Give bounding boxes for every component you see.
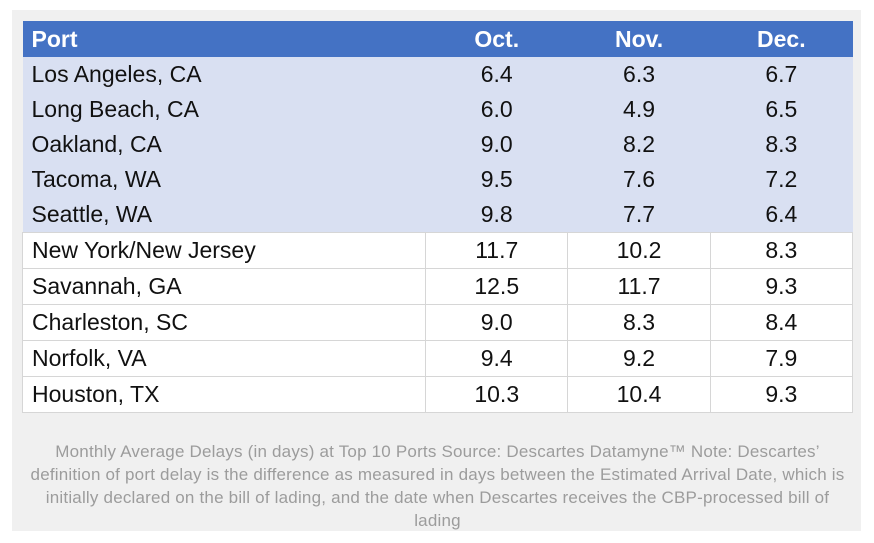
port-delays-table: Port Oct. Nov. Dec. Los Angeles, CA 6.4 6.… (21, 21, 854, 413)
delay-value-cell: 8.4 (709, 304, 854, 341)
port-name-cell: Savannah, GA (21, 268, 427, 305)
delay-value-cell: 9.3 (709, 268, 854, 305)
table-row: Norfolk, VA 9.4 9.2 7.9 (21, 340, 854, 377)
table-row: Tacoma, WA 9.5 7.6 7.2 (22, 162, 853, 197)
table-row: Long Beach, CA 6.0 4.9 6.5 (22, 92, 853, 127)
table-row: Houston, TX 10.3 10.4 9.3 (21, 376, 854, 413)
delay-value-cell: 6.4 (425, 57, 568, 92)
table-header: Port Oct. Nov. Dec. (22, 21, 853, 57)
delay-value-cell: 7.7 (567, 197, 711, 233)
port-name-cell: Long Beach, CA (22, 92, 426, 127)
header-row: Port Oct. Nov. Dec. (22, 21, 853, 57)
column-header-dec: Dec. (710, 21, 853, 57)
port-name-cell: Norfolk, VA (21, 340, 427, 377)
delay-value-cell: 8.3 (710, 127, 853, 162)
delay-value-cell: 9.8 (425, 197, 568, 233)
table-row: Savannah, GA 12.5 11.7 9.3 (21, 268, 854, 305)
delay-value-cell: 10.2 (567, 232, 711, 269)
delay-value-cell: 6.4 (710, 197, 853, 233)
port-name-cell: Houston, TX (21, 376, 427, 413)
port-name-cell: Seattle, WA (22, 197, 426, 233)
delay-value-cell: 6.3 (567, 57, 711, 92)
table-row: Seattle, WA 9.8 7.7 6.4 (22, 197, 853, 233)
table-row: New York/New Jersey 11.7 10.2 8.3 (21, 232, 854, 269)
delay-value-cell: 11.7 (567, 268, 711, 305)
delay-value-cell: 9.2 (567, 340, 711, 377)
column-header-nov: Nov. (567, 21, 711, 57)
port-name-cell: Tacoma, WA (22, 162, 426, 197)
delay-value-cell: 8.2 (567, 127, 711, 162)
table-card: Port Oct. Nov. Dec. Los Angeles, CA 6.4 6.… (12, 10, 861, 531)
delay-value-cell: 10.4 (567, 376, 711, 413)
delay-value-cell: 8.3 (709, 232, 854, 269)
delay-value-cell: 10.3 (425, 376, 569, 413)
delay-value-cell: 6.0 (425, 92, 568, 127)
delay-value-cell: 4.9 (567, 92, 711, 127)
table-caption: Monthly Average Delays (in days) at Top … (30, 442, 845, 530)
port-name-cell: Los Angeles, CA (22, 57, 426, 92)
delay-value-cell: 9.5 (425, 162, 568, 197)
table-body: Los Angeles, CA 6.4 6.3 6.7 Long Beach, CA 6.… (21, 57, 854, 413)
table-row: Oakland, CA 9.0 8.2 8.3 (22, 127, 853, 162)
delay-value-cell: 8.3 (567, 304, 711, 341)
table-row: Charleston, SC 9.0 8.3 8.4 (21, 304, 854, 341)
delay-value-cell: 7.9 (709, 340, 854, 377)
port-name-cell: Charleston, SC (21, 304, 427, 341)
delay-value-cell: 12.5 (425, 268, 569, 305)
delay-value-cell: 7.6 (567, 162, 711, 197)
delay-value-cell: 9.4 (425, 340, 569, 377)
column-header-port: Port (22, 21, 426, 57)
delay-value-cell: 7.2 (710, 162, 853, 197)
column-header-oct: Oct. (425, 21, 568, 57)
delay-value-cell: 11.7 (425, 232, 569, 269)
delay-value-cell: 9.3 (709, 376, 854, 413)
delay-value-cell: 9.0 (425, 304, 569, 341)
port-name-cell: Oakland, CA (22, 127, 426, 162)
delay-value-cell: 9.0 (425, 127, 568, 162)
delay-value-cell: 6.5 (710, 92, 853, 127)
delay-value-cell: 6.7 (710, 57, 853, 92)
port-name-cell: New York/New Jersey (21, 232, 427, 269)
table-row: Los Angeles, CA 6.4 6.3 6.7 (22, 57, 853, 92)
